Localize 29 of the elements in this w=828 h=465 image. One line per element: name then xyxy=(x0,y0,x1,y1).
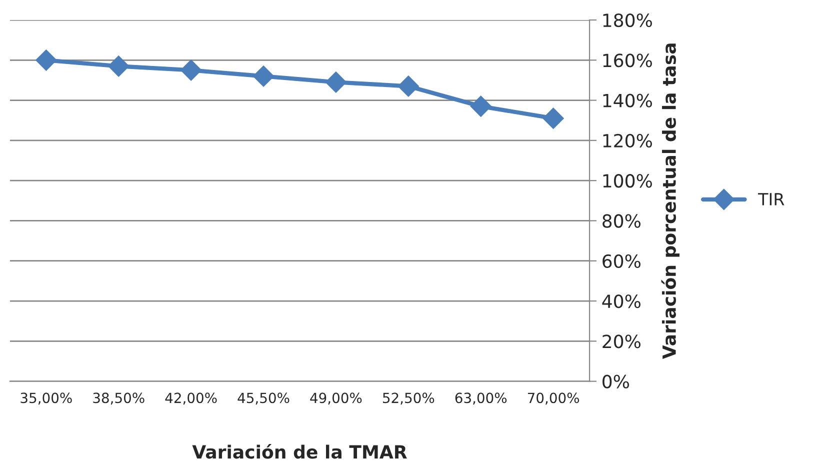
point xyxy=(542,108,564,129)
point xyxy=(470,96,492,117)
y-tick-label: 160% xyxy=(603,54,652,68)
x-tick-label: 38,50% xyxy=(93,392,144,405)
y-tick-label: 20% xyxy=(602,334,640,348)
y-tick-label: 60% xyxy=(602,254,640,268)
point xyxy=(398,76,419,97)
x-tick-label: 63,00% xyxy=(455,392,507,405)
x-tick-label: 49,00% xyxy=(310,392,362,405)
x-tick-label: 42,00% xyxy=(165,392,217,405)
point xyxy=(108,56,130,77)
y-axis-title: Variación porcentual de la tasa xyxy=(661,44,680,360)
y-tick-label: 100% xyxy=(603,174,652,188)
point xyxy=(325,72,346,93)
y-tick-label: 0% xyxy=(602,374,629,388)
x-tick-label: 70,00% xyxy=(528,392,580,405)
x-tick-label: 45,50% xyxy=(238,392,290,405)
x-tick-label: 35,00% xyxy=(20,392,72,405)
y-tick-label: 120% xyxy=(603,134,652,148)
x-axis-title: Variación de la TMAR xyxy=(192,444,407,459)
point xyxy=(36,50,57,71)
point xyxy=(252,66,274,87)
point xyxy=(180,60,202,81)
y-tick-label: 40% xyxy=(602,294,640,308)
legend-label: TIR xyxy=(758,193,784,206)
y-tick-label: 140% xyxy=(603,94,652,108)
x-tick-label: 52,50% xyxy=(383,392,434,405)
y-tick-label: 80% xyxy=(602,214,640,228)
y-tick-label: 180% xyxy=(603,13,652,28)
